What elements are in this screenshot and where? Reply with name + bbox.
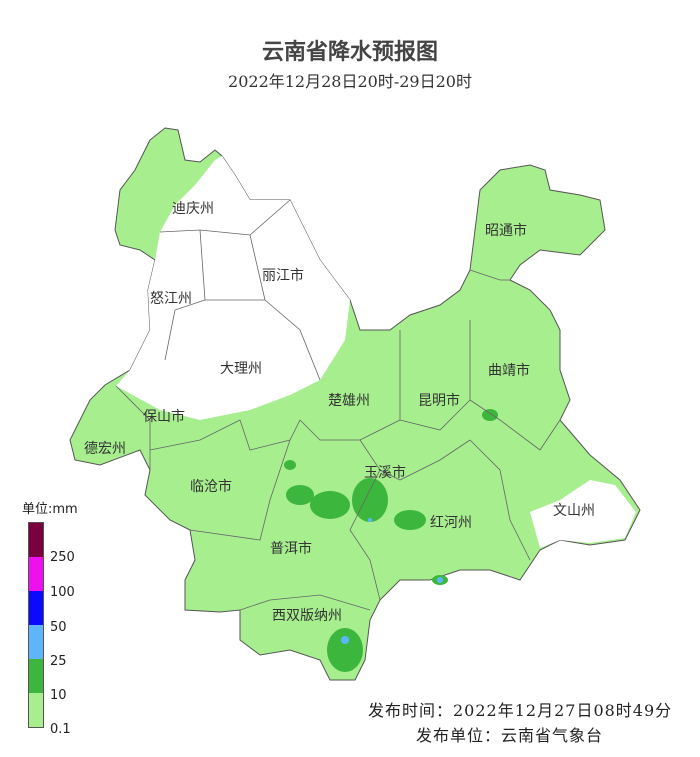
region-label: 丽江市 [262, 268, 304, 284]
region-label: 迪庆州 [172, 201, 214, 217]
legend-label: 10 [50, 688, 67, 703]
region-label: 玉溪市 [364, 465, 406, 481]
legend-unit: 单位:mm [22, 502, 78, 517]
legend-label: 25 [50, 654, 67, 669]
legend-swatch [29, 625, 43, 659]
heavier-rain-patches [284, 409, 498, 672]
region-label: 保山市 [143, 409, 185, 425]
region-label: 曲靖市 [488, 363, 530, 379]
legend-swatch [29, 523, 43, 557]
issue-time: 发布时间：2022年12月27日08时49分 [368, 701, 673, 720]
legend-swatch [29, 659, 43, 693]
legend-label: 250 [50, 550, 75, 565]
rain-25-patches [341, 518, 443, 644]
region-label: 怒江州 [150, 291, 192, 307]
no-rain-area-wenshan [530, 480, 636, 548]
region-label: 普洱市 [270, 541, 312, 557]
no-rain-area-northwest [116, 156, 350, 420]
region-label: 文山州 [553, 503, 595, 519]
region-label: 红河州 [430, 515, 472, 531]
region-label: 昆明市 [418, 393, 460, 409]
legend-swatch [29, 693, 43, 727]
legend-label: 100 [50, 585, 75, 600]
region-label: 临沧市 [190, 479, 232, 495]
region-label: 昭通市 [485, 223, 527, 239]
region-label: 楚雄州 [328, 393, 370, 409]
prefecture-borders [115, 199, 561, 611]
issuer: 发布单位：云南省气象台 [416, 726, 604, 745]
legend-label: 50 [50, 620, 67, 635]
region-label: 西双版纳州 [272, 608, 342, 624]
map-title: 云南省降水预报图 [261, 40, 438, 65]
legend-swatch [29, 591, 43, 625]
map-subtitle: 2022年12月28日20时-29日20时 [228, 72, 472, 91]
legend-label: 0.1 [50, 722, 71, 737]
region-label: 德宏州 [84, 441, 126, 457]
legend-swatch [29, 557, 43, 591]
legend-color-bar [28, 522, 44, 728]
region-label: 大理州 [220, 361, 262, 377]
